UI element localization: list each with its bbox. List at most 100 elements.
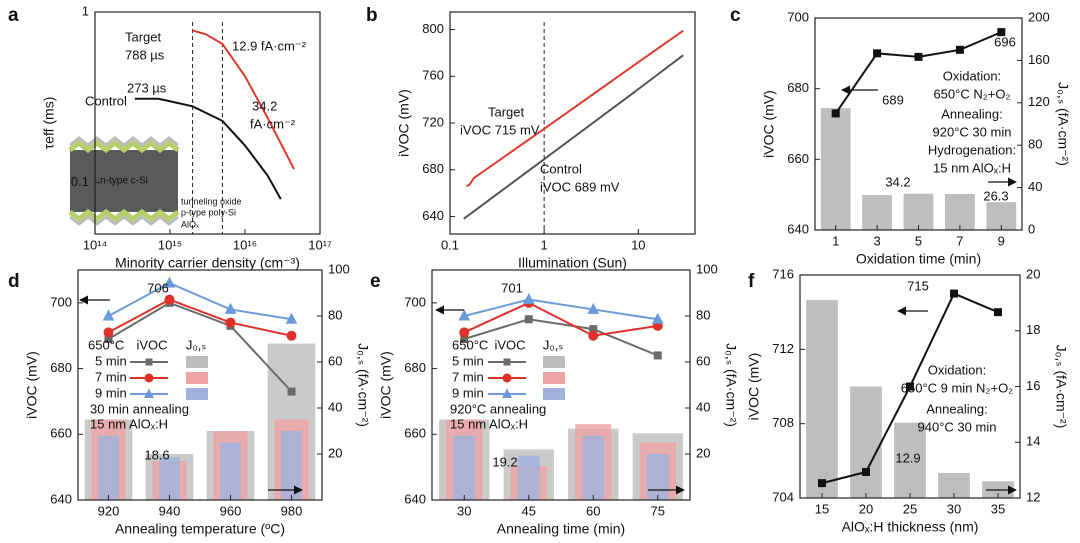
- legend-swatch: [543, 356, 565, 368]
- y2-axis-label: J₀,ₛ (fA·cm⁻²): [723, 343, 739, 427]
- series-line: [107, 301, 293, 393]
- point: [224, 302, 237, 314]
- bar: [894, 422, 926, 498]
- bar: [582, 435, 605, 500]
- point: [653, 351, 662, 360]
- x-axis-label: Illumination (Sun): [518, 255, 627, 271]
- bar: [453, 435, 476, 500]
- y-axis-label: iVOC (mV): [746, 353, 762, 421]
- x-tick-label: 920: [98, 503, 120, 518]
- y-tick-label: 712: [772, 341, 794, 356]
- series-line: [108, 282, 292, 321]
- x-tick-label: 3: [873, 233, 880, 248]
- y2-tick-label: 40: [328, 399, 342, 414]
- y-tick-label: 760: [422, 68, 444, 83]
- x-tick-label: 10: [631, 237, 645, 252]
- point: [818, 479, 826, 488]
- annotation: 18.6: [144, 447, 169, 462]
- annotation: 12.9 fA·cm⁻²: [232, 38, 307, 53]
- legend-swatch: [502, 373, 512, 383]
- annotation: 650°C: [88, 337, 124, 352]
- x-axis-label: Annealing time (min): [497, 521, 625, 537]
- x-axis-label: Oxidation time (min): [856, 251, 981, 267]
- legend-swatch: [543, 388, 565, 400]
- y2-tick-label: 60: [696, 353, 710, 368]
- annotation: 715: [907, 278, 929, 293]
- point: [914, 52, 923, 61]
- annotation: Control: [85, 93, 127, 108]
- annotation: 15 nm AlOₓ:H: [90, 416, 168, 431]
- annotation: Target: [488, 104, 525, 119]
- legend-label: 5 min: [95, 353, 127, 368]
- x-tick-label: 45: [522, 503, 536, 518]
- y-tick-label: 660: [404, 426, 426, 441]
- x-tick-label: 1: [541, 237, 548, 252]
- y2-tick-label: 20: [328, 445, 342, 460]
- series-line: [466, 29, 684, 188]
- bar: [903, 193, 934, 230]
- y-tick-label: 700: [50, 294, 72, 309]
- plot-frame: [94, 11, 321, 235]
- y2-axis-label: J₀,ₛ (fA·cm⁻²): [355, 343, 371, 427]
- x-tick-label: 0.1: [441, 237, 459, 252]
- x-tick-label: 5: [915, 233, 922, 248]
- annotation: Annealing:: [926, 401, 987, 416]
- y-tick-label: 680: [422, 161, 444, 176]
- series-line: [463, 318, 659, 357]
- annotation: 650°C 9 min N₂+O₂: [901, 380, 1013, 395]
- point: [524, 315, 533, 324]
- y-tick-label: 680: [404, 360, 426, 375]
- plot-frame: [77, 269, 323, 501]
- x-tick-label: 9: [998, 233, 1005, 248]
- x-tick-label: 980: [281, 503, 303, 518]
- y2-tick-label: 80: [328, 307, 342, 322]
- y2-tick-label: 40: [696, 399, 710, 414]
- y-tick-label: 640: [787, 221, 809, 236]
- y2-axis-label: J₀,ₛ (fA·cm⁻²): [1053, 345, 1069, 429]
- panel-letter: c: [730, 5, 741, 26]
- point: [458, 309, 471, 321]
- y2-tick-label: 16: [1026, 378, 1040, 393]
- y-axis-label: iVOC (mV): [24, 351, 40, 419]
- annotation: 273 µs: [127, 80, 167, 95]
- annotation: AlOₓ: [181, 219, 199, 229]
- y2-tick-label: 80: [1028, 137, 1042, 152]
- legend-swatch: [502, 388, 512, 398]
- legend-label: 5 min: [452, 353, 484, 368]
- point: [906, 382, 914, 391]
- point: [286, 330, 297, 341]
- bar: [820, 108, 851, 230]
- point: [102, 309, 115, 321]
- y-tick-label: 680: [787, 80, 809, 95]
- y2-tick-label: 20: [696, 445, 710, 460]
- panel-letter: f: [748, 271, 755, 292]
- legend-swatch: [503, 358, 511, 366]
- inset-stack: [68, 136, 180, 226]
- point: [225, 317, 236, 328]
- y-tick-label: 1: [82, 3, 89, 18]
- annotation: Hydrogenation:: [928, 142, 1016, 157]
- legend-swatch: [186, 356, 208, 368]
- y2-tick-label: 0: [1028, 221, 1035, 236]
- x-tick-label: 75: [651, 503, 665, 518]
- y-axis-label: τeff (ms): [41, 97, 57, 150]
- bar: [220, 442, 241, 500]
- point: [285, 312, 298, 324]
- legend-header: J₀,ₛ: [186, 337, 207, 352]
- bar: [862, 195, 893, 230]
- x-tick-label: 25: [903, 501, 917, 516]
- bar: [281, 431, 302, 500]
- point: [164, 294, 175, 305]
- point: [950, 289, 958, 298]
- series-line: [192, 29, 295, 170]
- annotation: iVOC 689 mV: [540, 179, 620, 194]
- legend-swatch: [145, 358, 153, 366]
- annotation: fA·cm⁻²: [250, 116, 296, 131]
- y2-tick-label: 20: [1026, 266, 1040, 281]
- x-tick-label: 960: [220, 503, 242, 518]
- annotation: 15 nm AlOₓ:H: [450, 416, 528, 431]
- x-tick-label: 60: [586, 503, 600, 518]
- x-tick-label: 940: [159, 503, 181, 518]
- y-tick-label: 716: [772, 266, 794, 281]
